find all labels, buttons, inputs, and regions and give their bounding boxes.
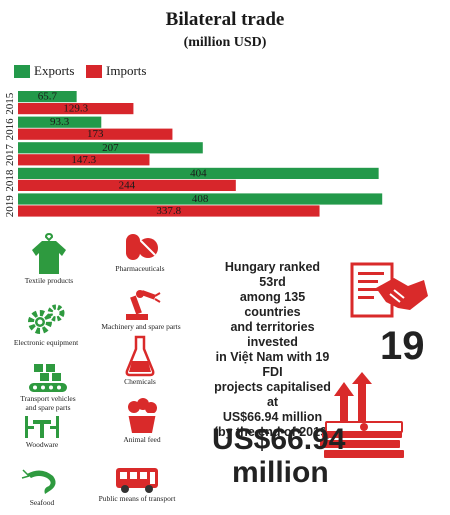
- product-label-chemicals: Chemicals: [124, 377, 156, 386]
- import-bar: [18, 205, 320, 217]
- product-textile: Textile products: [14, 232, 84, 285]
- product-label-public-transport: Public means of transport: [98, 494, 176, 503]
- import-bar: [18, 128, 173, 140]
- table-chairs-icon: [25, 416, 59, 438]
- shirt-icon: [32, 232, 66, 274]
- fdi-rank-line: US$66.94 million: [222, 410, 323, 424]
- product-label-transport-2: and spare parts: [25, 403, 71, 412]
- legend-label-exports: Exports: [34, 63, 75, 78]
- import-value-label: 147.3: [71, 154, 96, 166]
- product-label-transport: Transport vehicles: [20, 394, 76, 403]
- handshake-document-icon: [350, 262, 428, 318]
- export-bar: [18, 142, 203, 154]
- export-value-label: 93.3: [50, 116, 70, 128]
- export-bar: [18, 193, 383, 205]
- export-bar: [18, 116, 102, 128]
- product-woodware: Woodware: [14, 412, 70, 449]
- import-value-label: 173: [87, 128, 104, 140]
- fdi-rank-line: and territories invested: [230, 320, 315, 349]
- product-transport: Transport vehicles and spare parts: [8, 360, 88, 412]
- money-growth-icon: [320, 372, 404, 458]
- feed-bucket-icon: [128, 398, 157, 433]
- chart-subtitle: (million USD): [183, 35, 267, 50]
- fdi-capital-value: US$66.94: [212, 423, 346, 456]
- bus-icon: [116, 468, 158, 493]
- year-label: 2018: [4, 169, 16, 192]
- export-value-label: 404: [190, 167, 207, 179]
- export-value-label: 408: [192, 193, 209, 205]
- fdi-rank-line: Hungary ranked 53rd: [224, 260, 321, 289]
- product-seafood: Seafood: [14, 466, 70, 507]
- product-label-pharmaceuticals: Pharmaceuticals: [115, 264, 165, 273]
- product-label-animal-feed: Animal feed: [123, 435, 161, 444]
- import-bar: [18, 103, 134, 115]
- product-label-machinery: Machinery and spare parts: [101, 322, 181, 331]
- import-bar: [18, 154, 150, 166]
- import-value-label: 244: [119, 179, 136, 191]
- import-value-label: 129.3: [63, 103, 88, 115]
- year-label: 2017: [4, 144, 16, 167]
- fdi-rank-line: among 135 countries: [239, 290, 306, 319]
- conveyor-icon: [29, 364, 67, 392]
- flask-icon: [125, 335, 155, 377]
- legend-swatch-imports: [86, 65, 102, 78]
- fdi-rank-text: Hungary ranked 53rd among 135 countries …: [210, 260, 335, 440]
- export-value-label: 207: [102, 142, 119, 154]
- trade-bar-chart: 2015 65.7 129.3 2016 93.3 173 2017 207 147.3 2018…: [4, 91, 383, 218]
- product-electronic: Electronic equipment: [8, 302, 84, 347]
- legend-label-imports: Imports: [106, 63, 147, 78]
- year-label: 2015: [4, 92, 16, 115]
- import-bar: [18, 179, 236, 191]
- fdi-rank-line: (by the end of 2019): [213, 425, 332, 439]
- product-animal-feed: Animal feed: [110, 397, 174, 444]
- product-chemicals: Chemicals: [105, 335, 175, 386]
- year-label: 2019: [4, 195, 16, 218]
- export-value-label: 65.7: [38, 91, 58, 103]
- fdi-capital-unit: million: [232, 456, 329, 489]
- product-label-electronic: Electronic equipment: [13, 338, 79, 347]
- product-label-woodware: Woodware: [25, 440, 59, 449]
- product-pharmaceuticals: Pharmaceuticals: [105, 232, 175, 273]
- product-label-seafood: Seafood: [29, 498, 55, 507]
- gears-icon: [28, 304, 65, 334]
- shrimp-icon: [21, 469, 56, 494]
- product-label-textile: Textile products: [24, 276, 74, 285]
- import-value-label: 337.8: [156, 205, 181, 217]
- fdi-rank-line: projects capitalised at: [214, 380, 331, 409]
- fdi-rank-line: in Việt Nam with 19 FDI: [215, 350, 330, 379]
- year-label: 2016: [4, 118, 16, 140]
- product-public-transport: Public means of transport: [96, 464, 178, 503]
- robot-arm-icon: [126, 290, 161, 320]
- pills-icon: [126, 234, 158, 260]
- legend-swatch-exports: [14, 65, 30, 78]
- product-machinery: Machinery and spare parts: [96, 282, 186, 331]
- export-bar: [18, 91, 77, 103]
- chart-title: Bilateral trade: [165, 9, 285, 30]
- export-bar: [18, 167, 379, 179]
- fdi-project-count: 19: [380, 324, 425, 368]
